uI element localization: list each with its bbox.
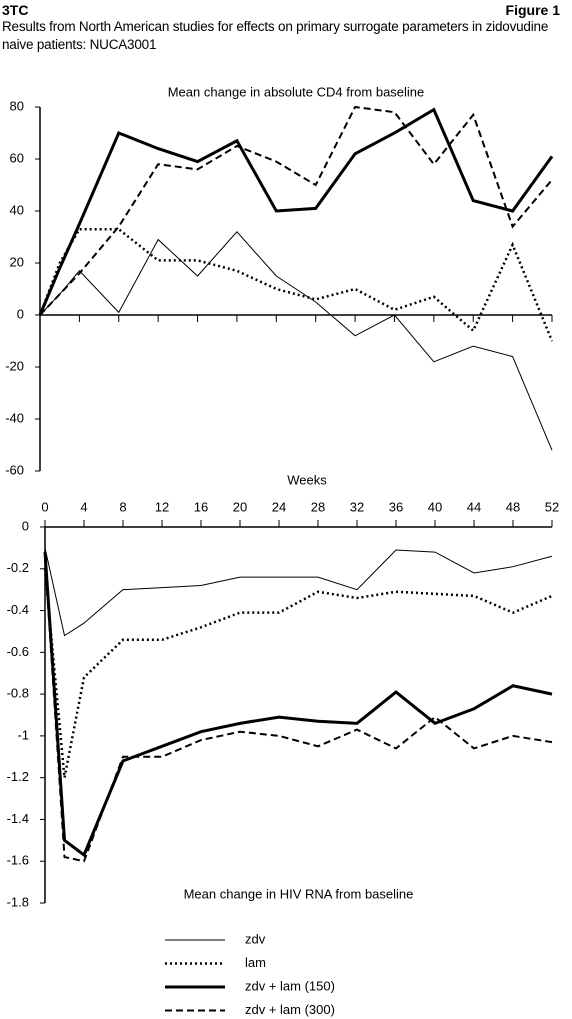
y-tick-label: 60 — [10, 150, 24, 165]
x-tick-label: 20 — [233, 499, 247, 514]
y-tick-label: -1.2 — [7, 769, 29, 784]
x-tick-label: 12 — [155, 499, 169, 514]
series-line — [43, 551, 553, 858]
doc-label: 3TC — [2, 2, 29, 18]
x-tick-label: 44 — [467, 499, 481, 514]
y-tick-label: 40 — [10, 202, 24, 217]
y-tick-label: -1.6 — [7, 853, 29, 868]
y-tick-label: -1 — [17, 727, 29, 742]
series-line — [38, 227, 554, 342]
y-tick-label: 20 — [10, 254, 24, 269]
caption: Results from North American studies for … — [2, 19, 549, 52]
legend-label: zdv — [245, 931, 266, 946]
x-tick-label: 8 — [119, 499, 126, 514]
x-tick-label: 40 — [428, 499, 442, 514]
y-tick-label: 80 — [10, 98, 24, 113]
legend-label: lam — [245, 955, 266, 970]
y-tick-label: -20 — [5, 358, 24, 373]
legend-label: zdv + lam (150) — [245, 978, 335, 993]
x-tick-label: 4 — [80, 499, 87, 514]
legend-label: zdv + lam (300) — [245, 1002, 335, 1017]
y-tick-label: 0 — [17, 306, 24, 321]
x-tick-label: 32 — [350, 499, 364, 514]
y-tick-label: -40 — [5, 410, 24, 425]
x-tick-label: 0 — [41, 499, 48, 514]
x-tick-label: 16 — [194, 499, 208, 514]
x-axis-label: Weeks — [287, 472, 327, 487]
series-line — [38, 107, 554, 316]
x-tick-label: 28 — [311, 499, 325, 514]
y-tick-label: -60 — [5, 462, 24, 477]
series-line — [39, 231, 553, 451]
y-tick-label: -0.4 — [7, 602, 29, 617]
x-tick-label: 36 — [389, 499, 403, 514]
series-line — [39, 105, 553, 316]
x-tick-label: 48 — [506, 499, 520, 514]
y-tick-label: -0.8 — [7, 686, 29, 701]
x-tick-label: 52 — [545, 499, 559, 514]
series-line — [43, 568, 553, 778]
chart-title: Mean change in absolute CD4 from baselin… — [168, 84, 425, 99]
y-tick-label: -1.4 — [7, 811, 29, 826]
x-tick-label: 24 — [272, 499, 286, 514]
y-tick-label: -0.2 — [7, 560, 29, 575]
series-line — [44, 547, 553, 637]
y-tick-label: 0 — [22, 518, 29, 533]
y-tick-label: -1.8 — [7, 894, 29, 909]
figure-label: Figure 1 — [505, 2, 560, 18]
y-tick-label: -0.6 — [7, 644, 29, 659]
series-line — [44, 558, 553, 863]
chart-title: Mean change in HIV RNA from baseline — [184, 886, 414, 901]
